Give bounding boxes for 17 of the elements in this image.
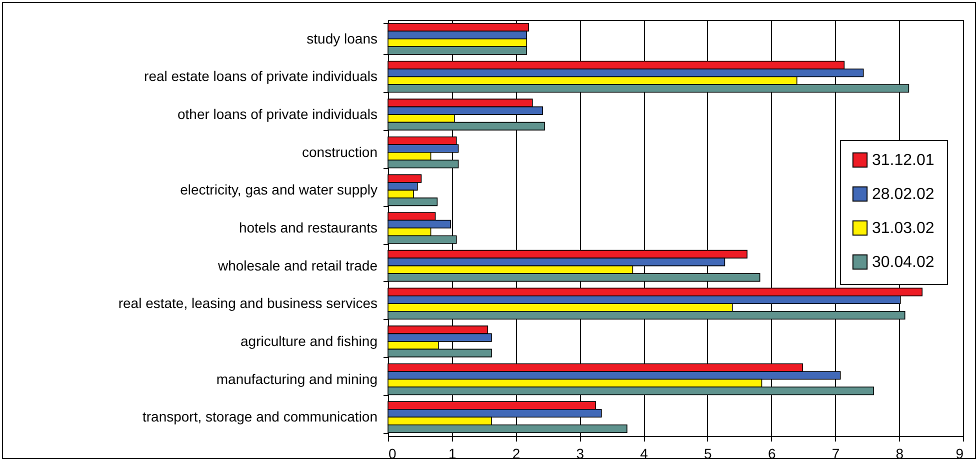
x-tick-label: 4 [640,446,648,462]
y-tick-label: real estate, leasing and business services [118,295,378,312]
y-tick-label: manufacturing and mining [216,370,378,387]
y-tick-label: hotels and restaurants [238,220,378,236]
y-tick-label: transport, storage and communication [142,408,378,425]
x-tick-label: 7 [832,446,840,462]
y-tick-label: other loans of private individuals [177,106,378,122]
y-tick-label: wholesale and retail trade [216,257,378,274]
y-tick-label: study loans [306,30,378,46]
y-tick-label: real estate loans of private individuals [144,68,378,84]
legend-label: 30.04.02 [872,254,934,271]
y-tick-label: agriculture and fishing [240,332,378,349]
legend-label: 31.03.02 [872,220,934,237]
legend-label: 31.12.01 [872,152,934,169]
legend-label: 28.02.02 [872,186,934,203]
y-tick-label: electricity, gas and water supply [180,182,378,198]
y-tick-label: construction [302,144,378,160]
